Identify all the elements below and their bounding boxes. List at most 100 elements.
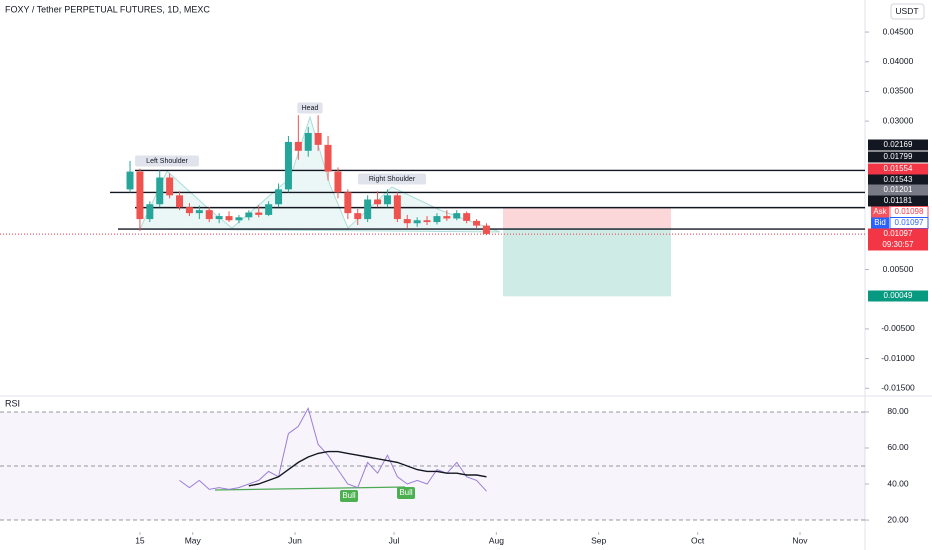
candle-body [215, 216, 223, 220]
currency-button[interactable] [890, 3, 925, 20]
candle-body [294, 141, 302, 151]
annotation-bg [357, 173, 427, 185]
y-tick-label: 80.00 [887, 406, 909, 416]
bid-bg [871, 217, 889, 229]
y-tick-label: 0.04000 [883, 56, 914, 66]
level-badge: 0.02169 [884, 140, 913, 149]
y-tick-label: 0.04500 [883, 26, 914, 36]
candle-body [393, 195, 401, 220]
y-tick-label: 60.00 [887, 442, 909, 452]
candle-body [255, 212, 263, 215]
level-badge: 0.01543 [884, 175, 913, 184]
x-tick-label: Sep [591, 535, 606, 545]
candle-body [126, 171, 134, 190]
bull-label-bg [340, 490, 358, 502]
divergence-line [214, 486, 406, 491]
bull-label: Bull [342, 491, 356, 500]
candle-body [482, 225, 490, 234]
candle-body [324, 144, 332, 172]
annotation: Left Shoulder [146, 158, 188, 165]
target-badge: 0.00049 [884, 291, 913, 300]
x-tick-label: Oct [691, 535, 705, 545]
bid-name: Bid [874, 218, 886, 227]
candle-body [235, 217, 243, 221]
candle-body [443, 216, 451, 219]
entry-badge: 0.01201 [884, 185, 913, 194]
y-tick-label: 20.00 [887, 514, 909, 524]
y-tick-label: 0.03000 [883, 115, 914, 125]
bull-label-bg [397, 487, 415, 499]
candle-body [314, 132, 322, 145]
candle-body [334, 171, 342, 193]
level-badge-bg [868, 174, 928, 186]
candle-body [225, 216, 233, 221]
level-badge: 0.01799 [884, 152, 913, 161]
candle-body [403, 219, 411, 224]
candle-body [473, 220, 481, 226]
candle-body [275, 189, 283, 205]
level-badge: 0.01181 [884, 196, 913, 205]
rsi-title: RSI [5, 398, 20, 408]
candle-body [205, 210, 213, 220]
candle-body [185, 207, 193, 214]
target-badge-bg [868, 290, 928, 302]
x-tick-label: 15 [135, 535, 145, 545]
y-tick-label: -0.00500 [881, 323, 915, 333]
candle-body [265, 204, 273, 215]
y-tick-label: -0.01000 [881, 353, 915, 363]
candle-body [374, 199, 382, 205]
candle-body [136, 171, 144, 220]
candle-body [383, 195, 391, 205]
ask-bg [871, 206, 889, 218]
last-price: 0.01097 [884, 229, 913, 238]
y-tick-label: 0.03500 [883, 86, 914, 96]
stop-badge: 0.01554 [884, 164, 913, 173]
y-tick-label: 40.00 [887, 478, 909, 488]
candle-body [423, 220, 431, 223]
entry-badge-bg [868, 184, 928, 196]
level-badge-bg [868, 139, 928, 151]
annotation-bg [135, 155, 199, 167]
stop-badge-bg [868, 163, 928, 175]
candle-body [463, 213, 471, 221]
candle-body [344, 192, 352, 214]
candle-body [354, 213, 362, 220]
annotation-bg [297, 102, 323, 114]
annotation: Right Shoulder [369, 176, 416, 183]
bull-label: Bull [399, 488, 413, 497]
position-risk [503, 206, 671, 228]
y-tick-label: -0.01500 [881, 383, 915, 393]
candle-body [304, 132, 312, 151]
chart-title: FOXY / Tether PERPETUAL FUTURES, 1D, MEX… [5, 4, 210, 14]
countdown: 09:30:57 [882, 240, 914, 249]
annotation: Head [302, 105, 319, 112]
x-tick-label: Aug [489, 535, 504, 545]
currency-label[interactable]: USDT [895, 6, 918, 16]
rsi-line [248, 450, 487, 487]
level-badge-bg [868, 151, 928, 163]
position-reward [503, 227, 671, 297]
y-tick-label: 0.00500 [883, 264, 914, 274]
candle-body [195, 210, 203, 214]
last-badge-bg [868, 228, 928, 251]
level-badge-bg [868, 195, 928, 207]
rsi-band [0, 411, 865, 521]
candle-body [284, 141, 292, 190]
x-tick-label: May [185, 535, 202, 545]
candle-body [166, 177, 174, 196]
candle-body [413, 220, 421, 224]
candle-body [245, 212, 253, 218]
bid-value: 0.01097 [895, 218, 924, 227]
candle-body [453, 213, 461, 219]
candle-body [176, 195, 184, 208]
candle-body [156, 177, 164, 205]
candle-body [146, 204, 154, 220]
x-tick-label: Nov [792, 535, 808, 545]
candle-body [433, 216, 441, 223]
ask-value: 0.01098 [895, 207, 924, 216]
x-tick-label: Jul [389, 535, 400, 545]
ask-name: Ask [873, 207, 887, 216]
head-shoulders-pattern [139, 115, 501, 233]
